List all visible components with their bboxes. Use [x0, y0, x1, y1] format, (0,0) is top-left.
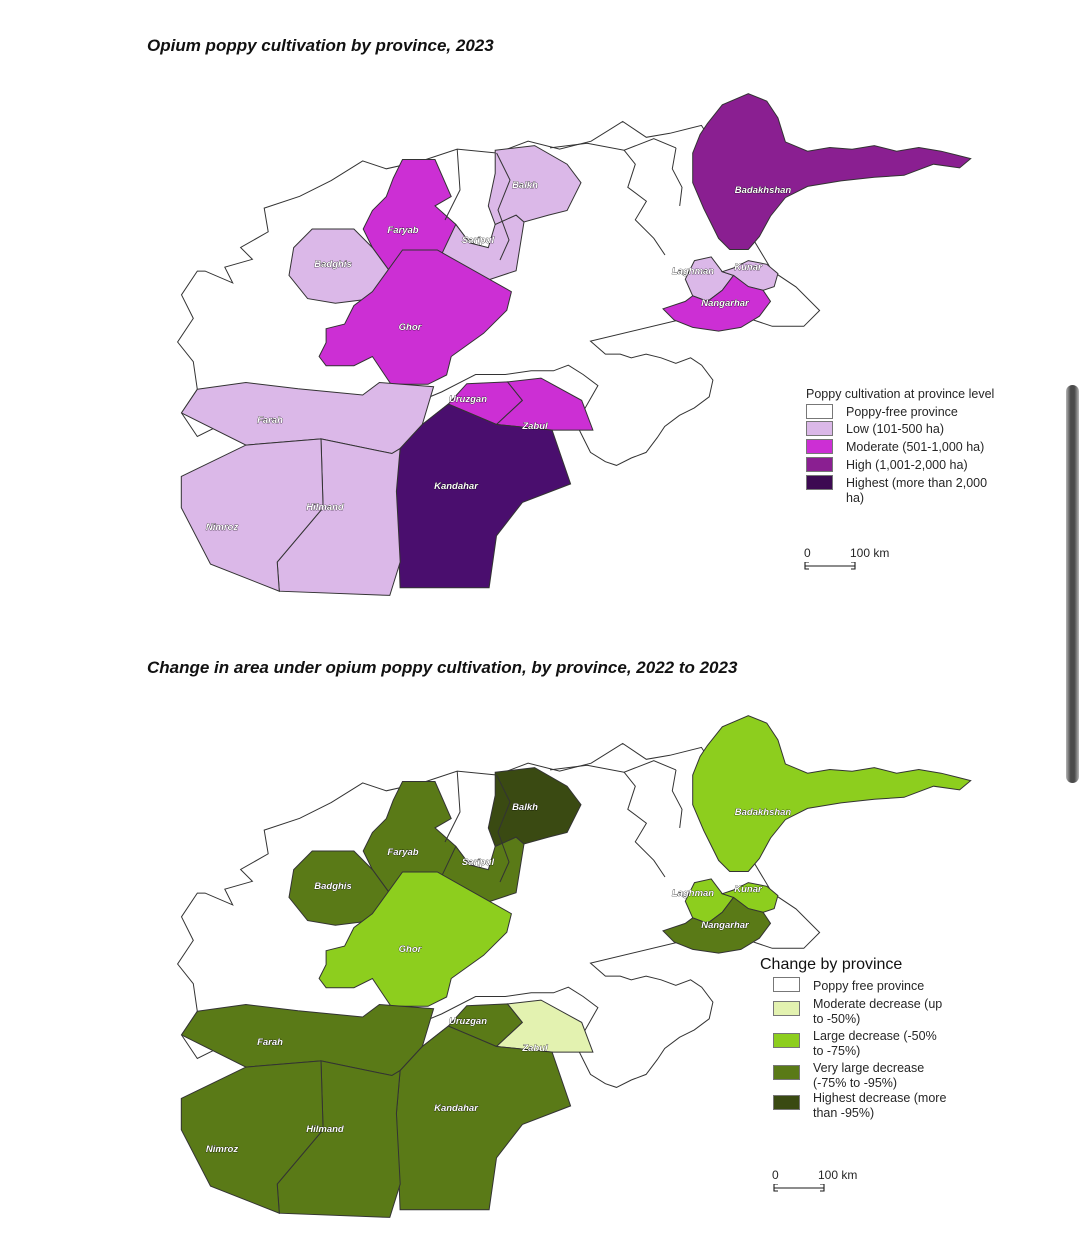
svg-text:Farah: Farah	[257, 1037, 283, 1048]
svg-text:Badghis: Badghis	[314, 881, 351, 892]
svg-text:Faryab: Faryab	[387, 847, 418, 858]
svg-text:Faryab: Faryab	[387, 225, 418, 236]
svg-text:Ghor: Ghor	[399, 944, 423, 955]
svg-text:Zabul: Zabul	[521, 421, 548, 432]
svg-text:Nangarhar: Nangarhar	[701, 920, 750, 931]
svg-text:Kandahar: Kandahar	[434, 1103, 479, 1114]
svg-text:Badakhshan: Badakhshan	[735, 185, 792, 196]
svg-text:Saripul: Saripul	[462, 235, 495, 246]
svg-text:Laghman: Laghman	[672, 266, 714, 277]
svg-text:Kunar: Kunar	[734, 884, 763, 895]
svg-text:Hilmand: Hilmand	[306, 502, 344, 513]
svg-text:Zabul: Zabul	[521, 1043, 548, 1054]
svg-text:Nimroz: Nimroz	[206, 522, 238, 533]
svg-text:Nimroz: Nimroz	[206, 1144, 238, 1155]
svg-text:Uruzgan: Uruzgan	[449, 394, 487, 405]
svg-text:Laghman: Laghman	[672, 888, 714, 899]
svg-text:Badghis: Badghis	[314, 259, 351, 270]
svg-text:Uruzgan: Uruzgan	[449, 1016, 487, 1027]
svg-text:Saripul: Saripul	[462, 857, 495, 868]
svg-text:Badakhshan: Badakhshan	[735, 807, 792, 818]
svg-text:Ghor: Ghor	[399, 322, 423, 333]
svg-text:Balkh: Balkh	[512, 180, 538, 191]
svg-text:Kunar: Kunar	[734, 262, 763, 273]
svg-text:Hilmand: Hilmand	[306, 1124, 344, 1135]
svg-text:Nangarhar: Nangarhar	[701, 298, 750, 309]
svg-text:Kandahar: Kandahar	[434, 481, 479, 492]
svg-text:Farah: Farah	[257, 415, 283, 426]
svg-text:Balkh: Balkh	[512, 802, 538, 813]
